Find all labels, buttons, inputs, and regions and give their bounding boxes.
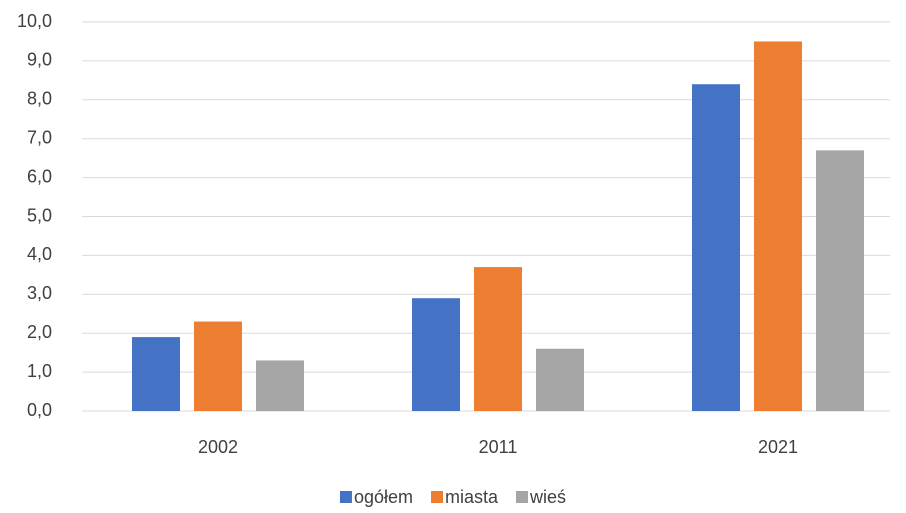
y-tick-label: 8,0 bbox=[27, 89, 52, 109]
bar bbox=[474, 267, 522, 411]
y-tick-label: 10,0 bbox=[17, 11, 52, 31]
bar bbox=[692, 84, 740, 412]
y-tick-label: 1,0 bbox=[27, 361, 52, 381]
y-tick-label: 4,0 bbox=[27, 244, 52, 264]
y-tick-label: 6,0 bbox=[27, 166, 52, 186]
legend-label: wieś bbox=[529, 487, 566, 507]
bar bbox=[194, 321, 242, 411]
bar bbox=[132, 337, 180, 411]
y-tick-label: 0,0 bbox=[27, 400, 52, 420]
x-tick-label: 2021 bbox=[758, 437, 798, 457]
y-tick-label: 2,0 bbox=[27, 322, 52, 342]
y-tick-label: 7,0 bbox=[27, 127, 52, 147]
legend-swatch bbox=[339, 491, 352, 503]
y-tick-label: 3,0 bbox=[27, 283, 52, 303]
bar bbox=[256, 360, 304, 411]
x-tick-label: 2011 bbox=[479, 437, 518, 457]
legend-swatch bbox=[516, 491, 529, 503]
legend-swatch bbox=[431, 491, 444, 503]
legend-label: ogółem bbox=[354, 487, 413, 507]
x-tick-label: 2002 bbox=[198, 437, 238, 457]
bar bbox=[816, 150, 864, 411]
bar bbox=[754, 41, 802, 411]
bar bbox=[412, 298, 460, 411]
y-tick-label: 9,0 bbox=[27, 50, 52, 70]
bar bbox=[536, 348, 584, 411]
legend-label: miasta bbox=[445, 487, 499, 507]
y-tick-label: 5,0 bbox=[27, 205, 52, 225]
